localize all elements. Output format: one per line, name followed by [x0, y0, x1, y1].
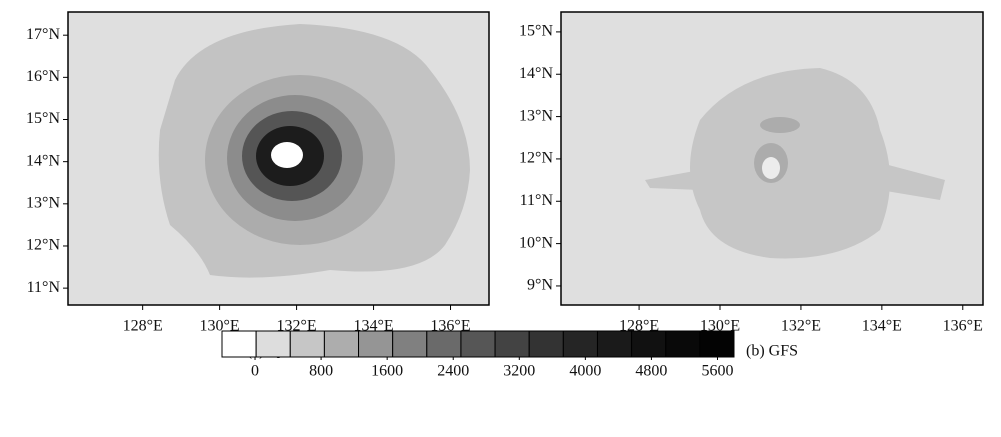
- x-tick-label: 136°E: [943, 318, 983, 335]
- colorbar-box: [255, 330, 291, 358]
- colorbar-box: [289, 330, 325, 358]
- y-tick-label: 9°N: [527, 277, 553, 294]
- colorbar-box: [426, 330, 462, 358]
- colorbar-box: [494, 330, 530, 358]
- eye: [762, 157, 780, 179]
- colorbar-box: [699, 330, 735, 358]
- x-tick-label: 134°E: [862, 318, 902, 335]
- colorbar-box: [460, 330, 496, 358]
- rainband: [645, 170, 700, 190]
- rainband: [690, 68, 890, 259]
- colorbar-label: 5600: [701, 363, 733, 380]
- panel-title: (b) GFS: [746, 343, 798, 360]
- colorbar-box: [665, 330, 701, 358]
- colorbar-box: [562, 330, 598, 358]
- y-tick-label: 17°N: [26, 26, 60, 43]
- colorbar-label: 1600: [371, 363, 403, 380]
- colorbar-box: [631, 330, 667, 358]
- y-tick-label: 16°N: [26, 68, 60, 85]
- band: [760, 117, 800, 133]
- y-tick-label: 13°N: [26, 194, 60, 211]
- colorbar-label: 4000: [569, 363, 601, 380]
- y-tick-label: 11°N: [520, 192, 554, 209]
- x-tick-label: 132°E: [781, 318, 821, 335]
- x-tick-label: 128°E: [619, 318, 659, 335]
- colorbar-box: [323, 330, 360, 358]
- y-tick-label: 13°N: [519, 107, 553, 124]
- y-tick-label: 15°N: [519, 23, 553, 40]
- x-tick-label: 132°E: [277, 318, 317, 335]
- colorbar-label: 800: [309, 363, 333, 380]
- colorbar-label: 0: [251, 363, 259, 380]
- colorbar-box: [221, 330, 257, 358]
- colorbar-box: [392, 330, 428, 358]
- y-tick-label: 14°N: [26, 152, 60, 169]
- colorbar-label: 2400: [437, 363, 469, 380]
- rainband: [870, 160, 945, 200]
- colorbar-label: 4800: [635, 363, 667, 380]
- y-tick-label: 14°N: [519, 65, 553, 82]
- colorbar-box: [596, 330, 633, 358]
- colorbar-label: 3200: [503, 363, 535, 380]
- colorbar-box: [358, 330, 394, 358]
- y-tick-label: 12°N: [26, 237, 60, 254]
- x-tick-label: 136°E: [430, 318, 470, 335]
- x-tick-label: 130°E: [200, 318, 240, 335]
- y-tick-label: 10°N: [519, 234, 553, 251]
- frame: [67, 11, 490, 306]
- eye: [271, 142, 303, 168]
- y-tick-label: 11°N: [27, 279, 61, 296]
- x-tick-label: 130°E: [700, 318, 740, 335]
- x-tick-label: 128°E: [123, 318, 163, 335]
- y-tick-label: 15°N: [26, 110, 60, 127]
- y-tick-label: 12°N: [519, 150, 553, 167]
- x-tick-label: 134°E: [353, 318, 393, 335]
- colorbar-box: [528, 330, 564, 358]
- field-a: [68, 12, 489, 305]
- field-b: [561, 12, 983, 305]
